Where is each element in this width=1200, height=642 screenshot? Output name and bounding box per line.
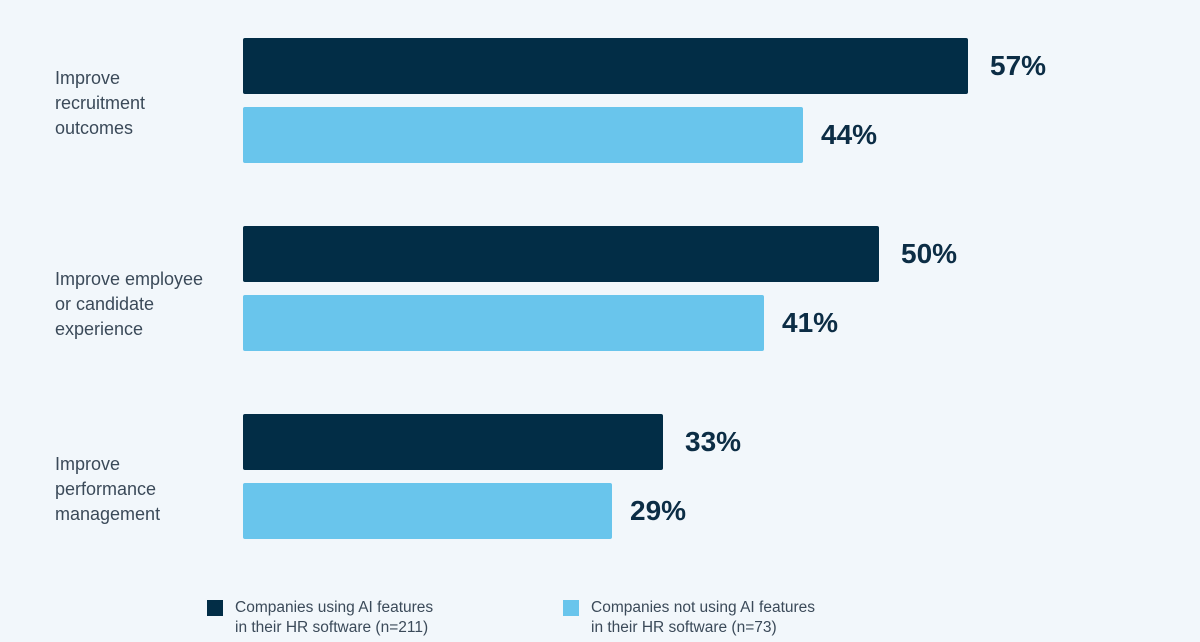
bar-ai-users xyxy=(243,38,968,94)
legend-item: Companies using AI features in their HR … xyxy=(207,598,527,638)
bar-non-ai-users xyxy=(243,483,612,539)
category-label: Improve performance management xyxy=(55,454,161,524)
bar-non-ai-users xyxy=(243,107,803,163)
data-label: 33% xyxy=(685,426,742,457)
legend-label: Companies not using AI features in their… xyxy=(591,599,816,636)
data-label: 44% xyxy=(821,119,878,150)
data-label: 50% xyxy=(901,238,958,269)
bar-ai-users xyxy=(243,226,879,282)
data-label: 57% xyxy=(990,50,1047,81)
category-label: Improve recruitment outcomes xyxy=(55,68,146,138)
data-label: 41% xyxy=(782,307,839,338)
data-label: 29% xyxy=(630,495,687,526)
bar-ai-users xyxy=(243,414,663,470)
bar-non-ai-users xyxy=(243,295,764,351)
legend-swatch xyxy=(207,600,223,616)
legend-item: Companies not using AI features in their… xyxy=(563,598,883,638)
category-label: Improve employee or candidate experience xyxy=(55,269,204,339)
legend-swatch xyxy=(563,600,579,616)
legend-label: Companies using AI features in their HR … xyxy=(235,599,434,636)
